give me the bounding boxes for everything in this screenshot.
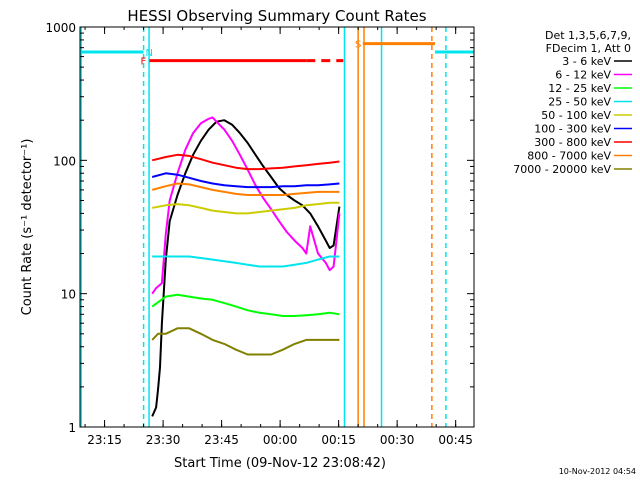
legend-label-3: 25 - 50 keV	[548, 96, 611, 109]
legend-label-6: 300 - 800 keV	[534, 136, 611, 149]
legend-label-1: 6 - 12 keV	[555, 69, 611, 82]
legend-label-2: 12 - 25 keV	[548, 82, 611, 95]
series-line-5	[151, 172, 340, 189]
series-line-3	[152, 255, 340, 268]
traces-layer	[151, 116, 341, 417]
x-tick-label-4: 00:15	[321, 433, 356, 447]
series-line-7	[151, 182, 340, 196]
x-tick-label-5: 00:30	[380, 433, 415, 447]
legend-label-0: 3 - 6 keV	[562, 55, 611, 68]
x-tick-label-2: 23:45	[204, 433, 239, 447]
chart-title: HESSI Observing Summary Count Rates	[127, 7, 426, 25]
y-axis-label: Count Rate (s⁻¹ detector⁻¹)	[20, 139, 35, 316]
legend-header-line-1: Det 1,3,5,6,7,9,	[545, 29, 631, 42]
timestamp: 10-Nov-2012 04:54	[559, 467, 636, 476]
legend-label-4: 50 - 100 keV	[541, 109, 611, 122]
series-line-4	[152, 201, 340, 215]
series-line-8	[151, 327, 340, 356]
series-line-2	[151, 293, 340, 317]
flag-label-0: N	[146, 48, 153, 59]
flags-layer: NF S	[80, 40, 474, 68]
x-axis: 23:15 23:30 23:45 00:00 00:15 00:30 00:45	[84, 27, 473, 447]
x-axis-label: Start Time (09-Nov-12 23:08:42)	[174, 456, 386, 471]
flag-label-3: S	[355, 40, 361, 51]
series-line-6	[151, 153, 340, 171]
markers-layer	[80, 27, 447, 427]
y-tick-label-3: 1000	[45, 21, 76, 35]
flag-label-1: F	[140, 57, 146, 68]
series-line-1	[151, 116, 341, 295]
plot-frame	[79, 26, 475, 428]
legend-label-7: 800 - 7000 keV	[527, 150, 611, 163]
x-tick-label-3: 00:00	[263, 433, 298, 447]
y-axis: 1 10 100 1000	[45, 21, 474, 435]
x-tick-label-1: 23:30	[146, 433, 181, 447]
legend-header-line-2: FDecim 1, Att 0	[546, 42, 631, 55]
y-tick-label-2: 100	[53, 154, 76, 168]
legend-label-8: 7000 - 20000 keV	[513, 163, 611, 176]
x-tick-label-0: 23:15	[87, 433, 122, 447]
x-tick-label-6: 00:45	[438, 433, 473, 447]
y-tick-label-0: 1	[68, 421, 76, 435]
y-tick-label-1: 10	[61, 288, 76, 302]
legend-label-5: 100 - 300 keV	[534, 123, 611, 136]
series-line-0	[151, 119, 341, 417]
